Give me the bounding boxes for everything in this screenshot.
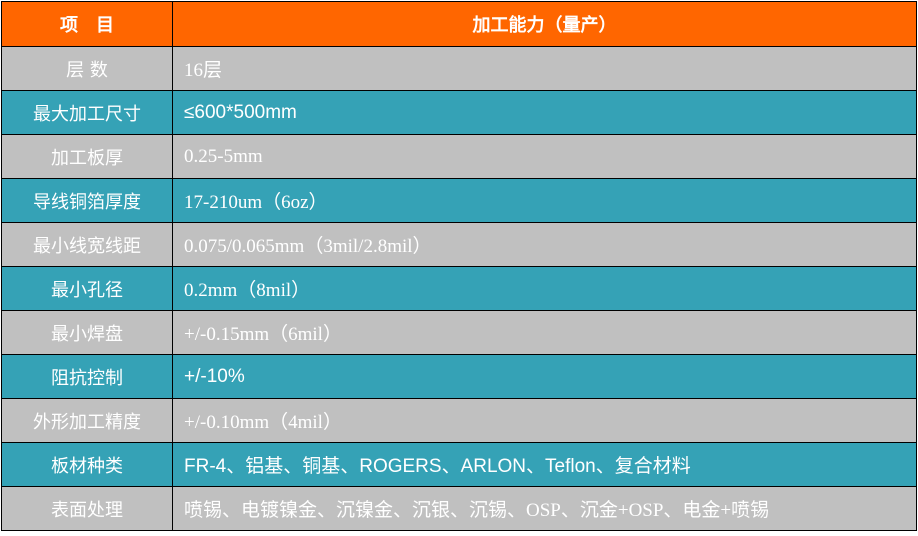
- table-row: 最小线宽线距 0.075/0.065mm（3mil/2.8mil）: [1, 222, 917, 267]
- row-value: 0.2mm（8mil）: [172, 266, 917, 311]
- row-label: 阻抗控制: [1, 354, 173, 399]
- row-label: 表面处理: [1, 486, 173, 531]
- table-row: 最小孔径 0.2mm（8mil）: [1, 266, 917, 311]
- table-row: 最大加工尺寸 ≤600*500mm: [1, 90, 917, 135]
- row-label: 导线铜箔厚度: [1, 178, 173, 223]
- row-label: 最大加工尺寸: [1, 90, 173, 135]
- row-value: FR-4、铝基、铜基、ROGERS、ARLON、Teflon、复合材料: [172, 442, 917, 487]
- row-label: 层 数: [1, 46, 173, 91]
- row-label: 板材种类: [1, 442, 173, 487]
- table-row: 层 数 16层: [1, 46, 917, 91]
- header-item: 项 目: [1, 1, 173, 47]
- table-row: 加工板厚 0.25-5mm: [1, 134, 917, 179]
- header-capability: 加工能力（量产）: [172, 1, 917, 47]
- row-label: 最小孔径: [1, 266, 173, 311]
- table-header: 项 目 加工能力（量产）: [1, 1, 917, 47]
- row-label: 最小焊盘: [1, 310, 173, 355]
- row-value: 0.075/0.065mm（3mil/2.8mil）: [172, 222, 917, 267]
- table-row: 表面处理 喷锡、电镀镍金、沉镍金、沉银、沉锡、OSP、沉金+OSP、电金+喷锡: [1, 486, 917, 531]
- table-row: 阻抗控制 +/-10%: [1, 354, 917, 399]
- table-row: 外形加工精度 +/-0.10mm（4mil）: [1, 398, 917, 443]
- row-value: +/-10%: [172, 354, 917, 399]
- row-value: 16层: [172, 46, 917, 91]
- row-value: 17-210um（6oz）: [172, 178, 917, 223]
- table-row: 最小焊盘 +/-0.15mm（6mil）: [1, 310, 917, 355]
- row-value: 喷锡、电镀镍金、沉镍金、沉银、沉锡、OSP、沉金+OSP、电金+喷锡: [172, 486, 917, 531]
- row-label: 加工板厚: [1, 134, 173, 179]
- row-label: 外形加工精度: [1, 398, 173, 443]
- table-row: 导线铜箔厚度 17-210um（6oz）: [1, 178, 917, 223]
- row-value: +/-0.15mm（6mil）: [172, 310, 917, 355]
- row-value: 0.25-5mm: [172, 134, 917, 179]
- row-value: +/-0.10mm（4mil）: [172, 398, 917, 443]
- row-value: ≤600*500mm: [172, 90, 917, 135]
- row-label: 最小线宽线距: [1, 222, 173, 267]
- table-row: 板材种类 FR-4、铝基、铜基、ROGERS、ARLON、Teflon、复合材料: [1, 442, 917, 487]
